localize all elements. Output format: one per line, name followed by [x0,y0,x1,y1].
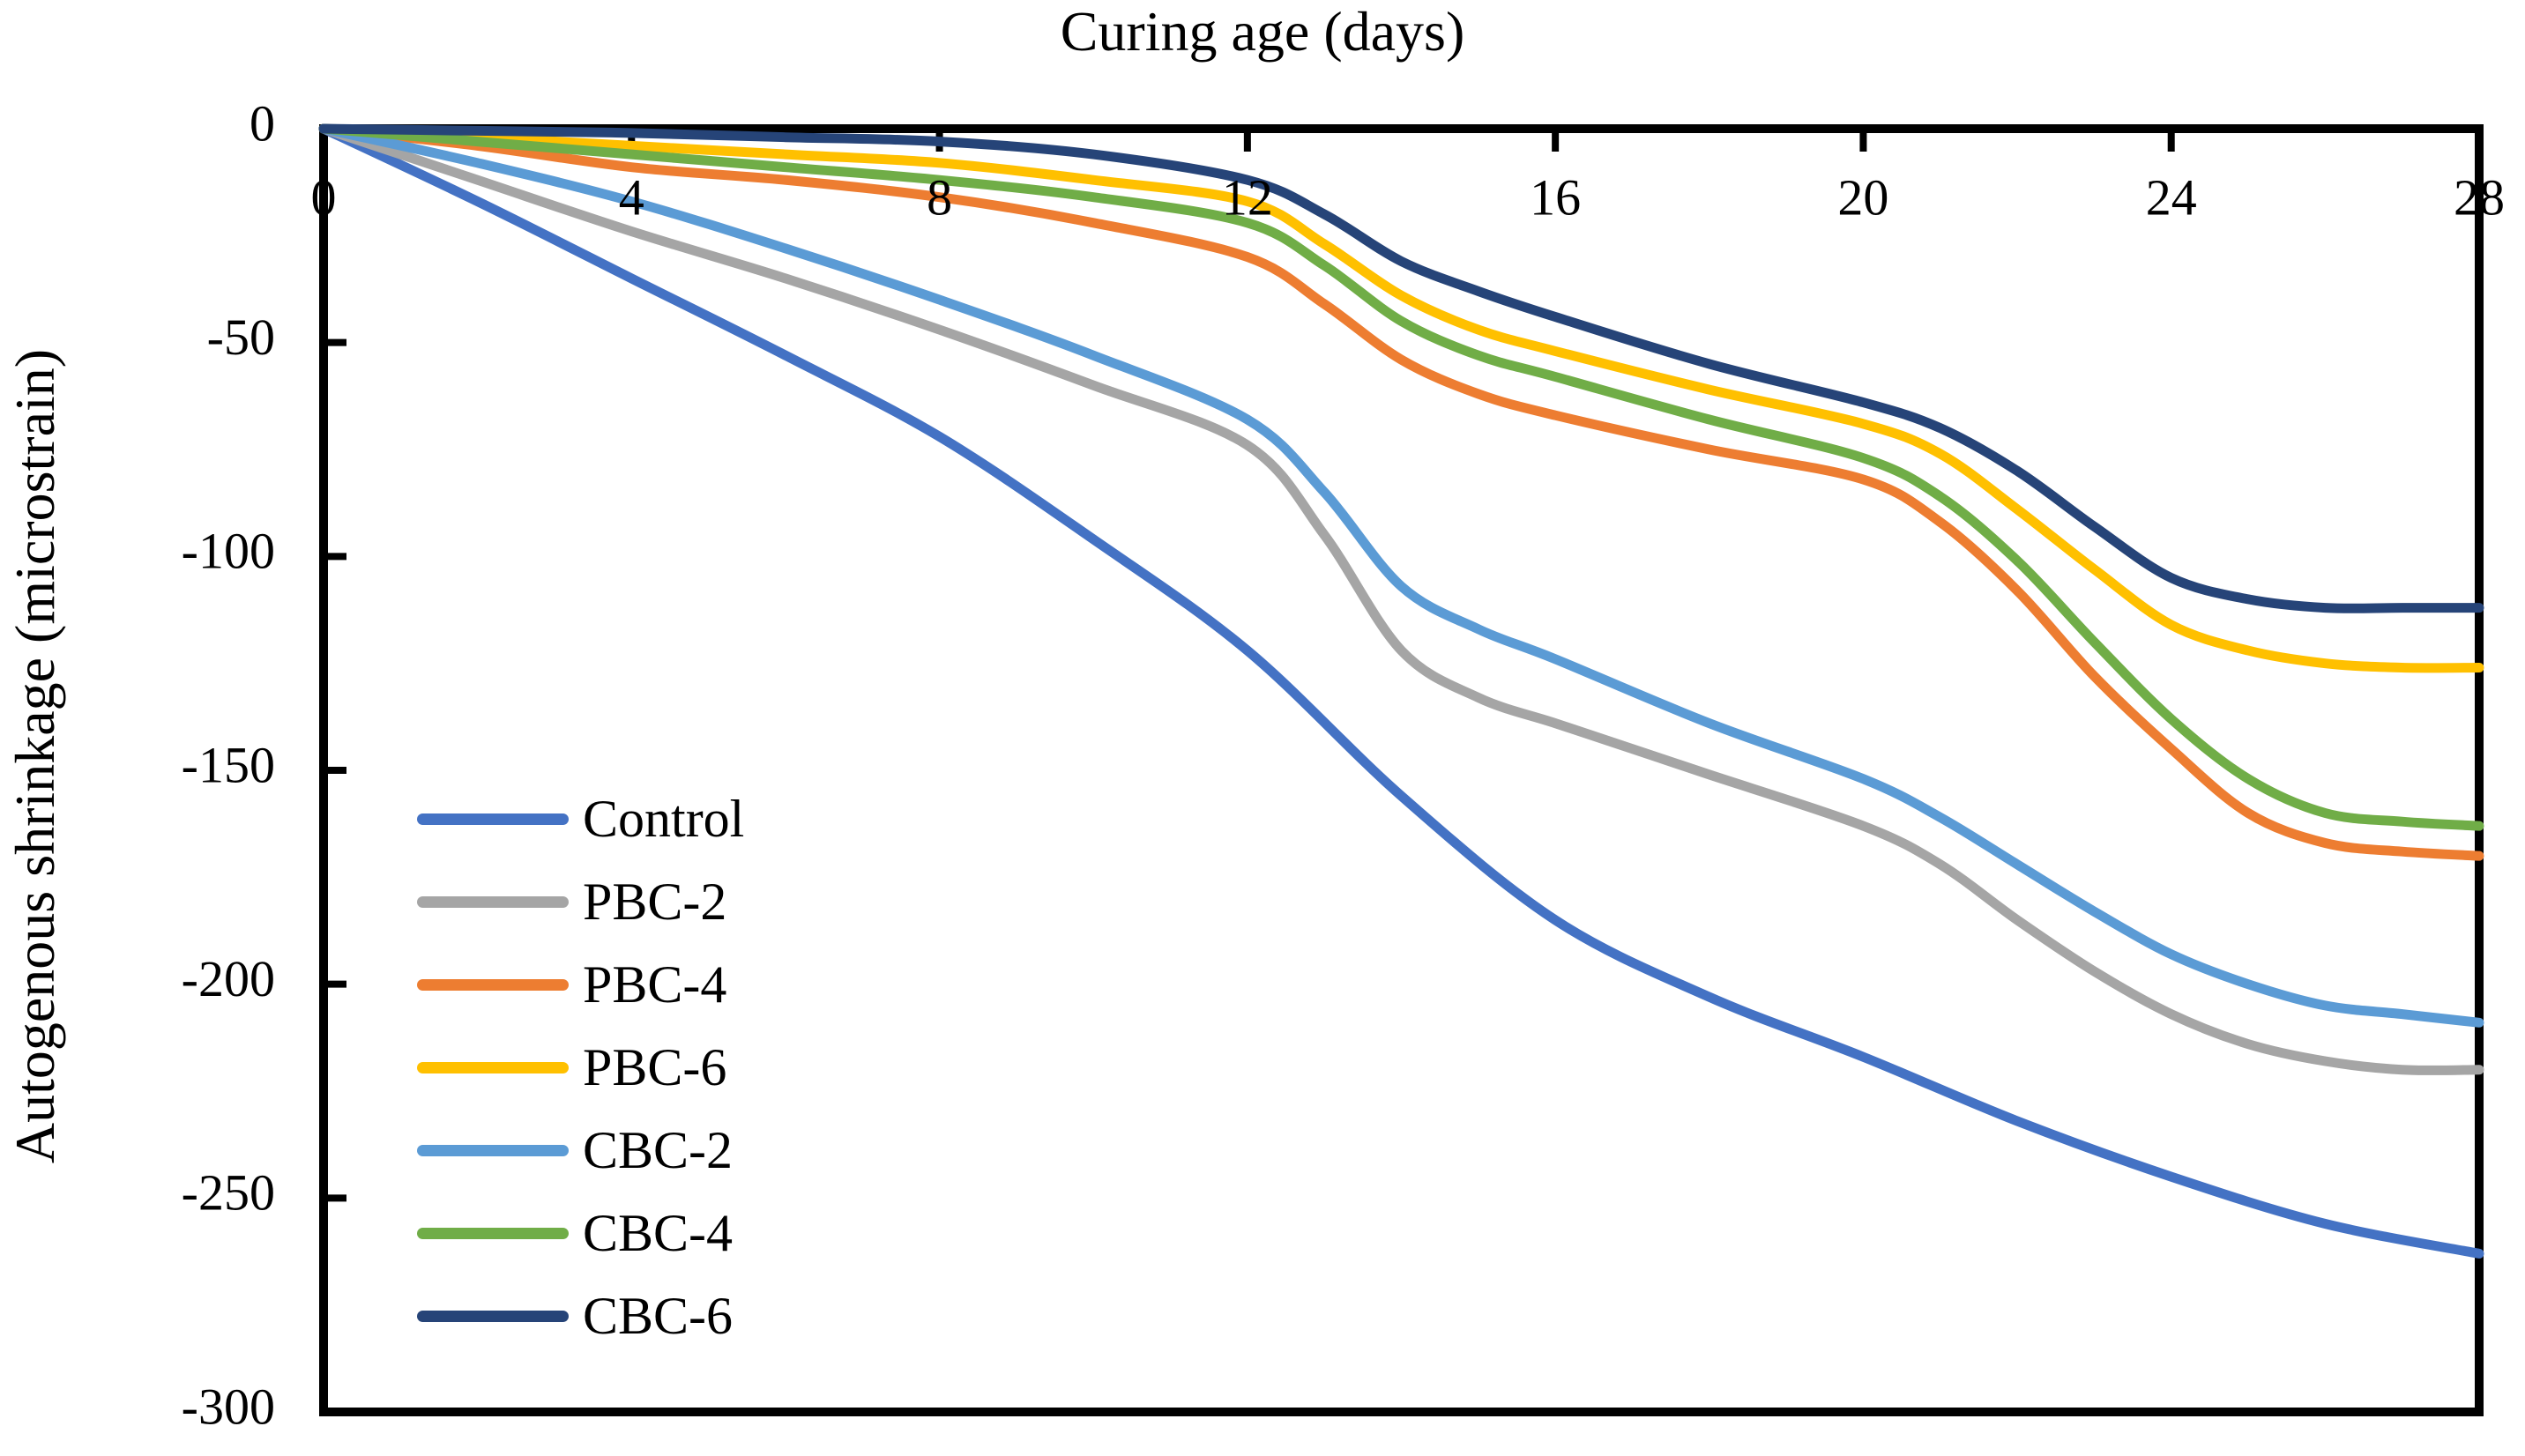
x-tick-label: 24 [2146,168,2197,226]
legend-item-pbc6: PBC-6 [417,1026,744,1109]
legend-item-cbc6: CBC-6 [417,1274,744,1357]
x-tick-label: 12 [1222,168,1273,226]
tick-label-layer: 0 4 8 12 16 20 24 28 0 -50 -100 -150 -200 -250 -300 [182,94,2505,1435]
series-line-cbc-4 [318,123,2484,831]
legend-label-pbc4: PBC-4 [583,955,727,1014]
y-tick-label: -300 [182,1378,275,1435]
legend-swatch-pbc6 [417,1061,569,1073]
series-line-pbc-6 [318,123,2484,673]
legend-label-cbc2: CBC-2 [583,1120,734,1179]
y-axis-title: Autogenous shrinkage (microstrain) [4,348,66,1164]
y-tick-label: -150 [182,736,275,793]
x-tick-label: 4 [619,168,644,226]
legend-swatch-cbc2 [417,1144,569,1156]
legend: Control PBC-2 PBC-4 PBC-6 CBC-2 CBC-4 CB… [417,777,744,1357]
legend-label-cbc4: CBC-4 [583,1203,734,1262]
y-tick-label: -100 [182,523,275,580]
x-axis-title: Curing age (days) [1060,0,1465,63]
legend-item-cbc2: CBC-2 [417,1109,744,1192]
x-tick-label: 0 [311,168,337,226]
legend-label-control: Control [583,789,745,848]
legend-swatch-pbc2 [417,895,569,908]
legend-label-pbc2: PBC-2 [583,872,727,931]
legend-swatch-cbc4 [417,1227,569,1239]
y-tick-label: -200 [182,950,275,1007]
y-tick-label: 0 [250,94,275,152]
axes-layer [319,124,2484,1416]
series-layer [318,123,2484,1259]
legend-item-control: Control [417,777,744,860]
legend-item-pbc4: PBC-4 [417,943,744,1026]
y-tick-label: -250 [182,1164,275,1222]
series-line-pbc-2 [318,123,2484,1075]
legend-label-pbc6: PBC-6 [583,1037,727,1096]
series-line-cbc-6 [318,123,2484,613]
legend-item-pbc2: PBC-2 [417,860,744,943]
legend-swatch-control [417,813,569,825]
x-tick-label: 20 [1837,168,1888,226]
x-tick-label: 28 [2454,168,2505,226]
x-tick-label: 8 [927,168,952,226]
series-line-cbc-2 [318,123,2484,1028]
legend-label-cbc6: CBC-6 [583,1286,734,1345]
series-line-pbc-4 [318,123,2484,861]
legend-item-cbc4: CBC-4 [417,1192,744,1274]
legend-swatch-cbc6 [417,1310,569,1322]
y-tick-label: -50 [207,308,275,366]
x-tick-label: 16 [1530,168,1581,226]
legend-swatch-pbc4 [417,978,569,991]
series-line-control [318,123,2484,1259]
